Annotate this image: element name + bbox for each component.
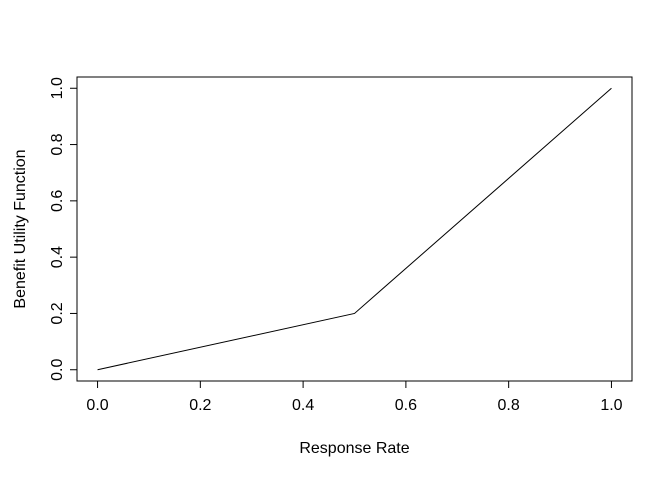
y-tick-label: 0.4 xyxy=(49,246,66,268)
y-tick-label: 0.6 xyxy=(49,190,66,212)
x-tick-label: 1.0 xyxy=(600,397,622,414)
y-axis-title: Benefit Utility Function xyxy=(12,149,29,308)
x-tick-label: 0.4 xyxy=(292,397,314,414)
axis-ticks: 0.0 0.2 0.4 0.6 0.8 1.0 0.0 0.2 0.4 0.6 0.8 1.0 xyxy=(49,77,623,414)
plot-box xyxy=(76,76,633,382)
y-tick-label: 1.0 xyxy=(49,77,66,99)
x-tick-label: 0.8 xyxy=(498,397,520,414)
y-tick-label: 0.0 xyxy=(49,359,66,381)
x-tick-label: 0.2 xyxy=(189,397,211,414)
x-tick-label: 0.6 xyxy=(395,397,417,414)
y-tick-label: 0.2 xyxy=(49,302,66,324)
x-axis-title: Response Rate xyxy=(299,440,409,457)
y-tick-label: 0.8 xyxy=(49,133,66,155)
data-series xyxy=(97,87,612,371)
benefit-utility-curve xyxy=(97,87,612,371)
x-tick-label: 0.0 xyxy=(86,397,108,414)
